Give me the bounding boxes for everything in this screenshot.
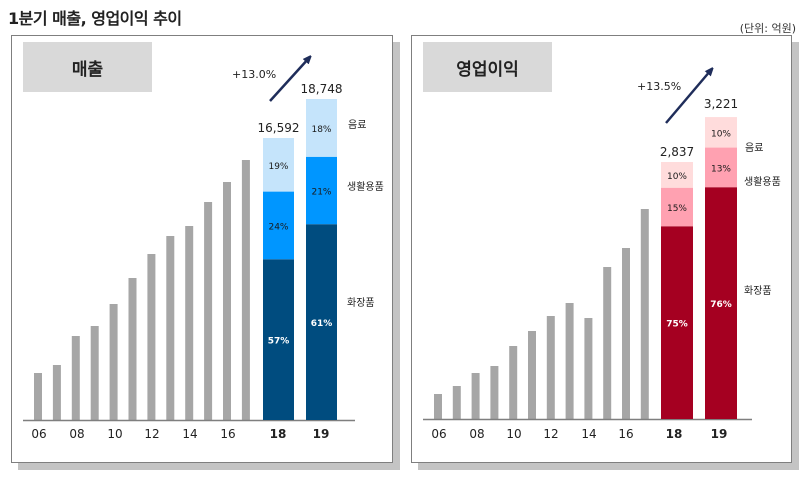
growth-arrow-icon <box>665 70 711 124</box>
segment-label: 57% <box>268 337 290 347</box>
history-bar-14 <box>185 226 194 420</box>
legend-label: 음료 <box>745 142 763 154</box>
operating-profit-chart: 75% 15% 10% 2,837 76% 13% 10% 3,221 06 08 10 12 14 16… <box>423 70 781 441</box>
page-title: 1분기 매출, 영업이익 추이 <box>8 9 182 28</box>
segment-label: 15% <box>667 204 687 214</box>
history-bar-16 <box>622 248 630 419</box>
legend-label: 화장품 <box>744 285 772 297</box>
history-bar-17 <box>640 209 649 419</box>
legend-label: 화장품 <box>347 297 375 309</box>
history-bar-10 <box>109 304 118 420</box>
growth-rate-label: +13.0% <box>232 68 276 81</box>
x-tick-label: 08 <box>469 427 484 441</box>
x-tick-label: 12 <box>144 427 159 441</box>
segment-label: 24% <box>268 222 288 232</box>
total-value-label: 16,592 <box>258 121 300 135</box>
x-tick-label: 10 <box>107 427 122 441</box>
stack-segment-19-2 <box>705 117 737 148</box>
stack-segment-18-2 <box>263 138 294 192</box>
sales-panel-label: 매출 <box>23 42 152 92</box>
total-value-label: 3,221 <box>704 97 738 111</box>
history-bar-11 <box>528 331 536 419</box>
history-bar-13 <box>565 303 574 419</box>
x-tick-label: 16 <box>220 427 235 441</box>
legend-label: 생활용품 <box>744 175 781 188</box>
segment-label: 18% <box>311 125 331 135</box>
total-value-label: 2,837 <box>660 145 694 159</box>
history-bar-12 <box>147 254 156 420</box>
stack-segment-19-0 <box>705 187 737 419</box>
segment-label: 75% <box>666 320 688 330</box>
stack-segment-19-0 <box>306 224 337 420</box>
x-tick-label: 08 <box>69 427 84 441</box>
x-tick-label: 19 <box>313 427 330 441</box>
history-bar-14 <box>584 318 593 419</box>
stack-segment-19-1 <box>705 147 737 188</box>
history-bar-16 <box>223 182 231 420</box>
history-bar-07 <box>452 386 461 419</box>
history-bar-09 <box>90 326 99 420</box>
stack-segment-18-0 <box>263 259 294 420</box>
segment-label: 13% <box>711 164 731 174</box>
x-tick-label: 06 <box>31 427 46 441</box>
history-bar-15 <box>603 267 612 419</box>
x-tick-label: 06 <box>431 427 446 441</box>
history-bar-11 <box>128 278 137 420</box>
x-tick-label: 14 <box>182 427 197 441</box>
legend-label: 음료 <box>348 119 366 131</box>
segment-label: 61% <box>311 319 333 329</box>
segment-label: 21% <box>311 187 331 197</box>
history-bar-10 <box>509 346 518 419</box>
history-bar-09 <box>490 366 499 419</box>
x-tick-label: 12 <box>543 427 558 441</box>
profit-panel-label: 영업이익 <box>423 42 552 92</box>
total-value-label: 18,748 <box>301 82 343 96</box>
stack-segment-18-2 <box>661 162 693 188</box>
x-tick-label: 18 <box>270 427 287 441</box>
growth-arrow-icon <box>269 58 309 102</box>
stack-segment-19-2 <box>306 99 337 157</box>
unit-label: (단위: 억원) <box>739 22 796 35</box>
history-bar-15 <box>204 202 213 420</box>
history-bar-08 <box>471 373 480 419</box>
history-bar-06 <box>434 394 442 419</box>
x-tick-label: 14 <box>581 427 596 441</box>
x-tick-label: 18 <box>666 427 683 441</box>
growth-rate-label: +13.5% <box>637 80 681 93</box>
history-bar-13 <box>166 236 175 420</box>
history-bar-08 <box>71 336 80 420</box>
segment-label: 19% <box>268 162 288 172</box>
stack-segment-18-1 <box>263 191 294 260</box>
stack-segment-18-0 <box>661 226 693 419</box>
stack-segment-18-1 <box>661 187 693 227</box>
history-bar-07 <box>52 365 61 420</box>
history-bar-17 <box>241 160 250 420</box>
stack-segment-19-1 <box>306 156 337 225</box>
history-bar-06 <box>34 373 42 420</box>
segment-label: 10% <box>667 172 687 182</box>
x-tick-label: 10 <box>506 427 521 441</box>
segment-label: 10% <box>711 129 731 139</box>
x-tick-label: 19 <box>711 427 728 441</box>
sales-chart: 57% 24% 19% 16,592 61% 21% 18% 18,748 06 08 10 12 14… <box>23 58 384 441</box>
x-tick-label: 16 <box>618 427 633 441</box>
segment-label: 76% <box>710 300 732 310</box>
history-bar-12 <box>546 316 555 419</box>
legend-label: 생활용품 <box>347 180 384 193</box>
